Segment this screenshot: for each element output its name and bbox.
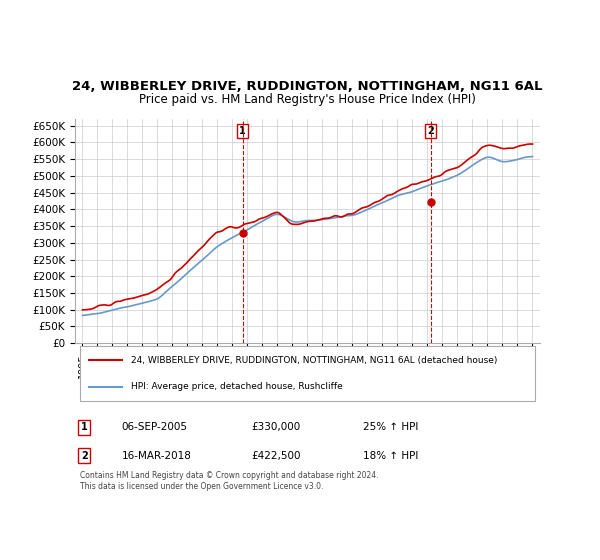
Text: £330,000: £330,000 xyxy=(252,422,301,432)
Text: £422,500: £422,500 xyxy=(252,451,301,461)
Text: 2: 2 xyxy=(81,451,88,461)
Text: Contains HM Land Registry data © Crown copyright and database right 2024.
This d: Contains HM Land Registry data © Crown c… xyxy=(80,472,378,491)
Text: Price paid vs. HM Land Registry's House Price Index (HPI): Price paid vs. HM Land Registry's House … xyxy=(139,93,476,106)
Text: 18% ↑ HPI: 18% ↑ HPI xyxy=(364,451,419,461)
Text: 2: 2 xyxy=(427,125,434,136)
FancyBboxPatch shape xyxy=(80,346,535,400)
Text: 06-SEP-2005: 06-SEP-2005 xyxy=(121,422,187,432)
Text: HPI: Average price, detached house, Rushcliffe: HPI: Average price, detached house, Rush… xyxy=(131,382,343,391)
Text: 24, WIBBERLEY DRIVE, RUDDINGTON, NOTTINGHAM, NG11 6AL: 24, WIBBERLEY DRIVE, RUDDINGTON, NOTTING… xyxy=(72,80,543,93)
Text: 16-MAR-2018: 16-MAR-2018 xyxy=(121,451,191,461)
Text: 24, WIBBERLEY DRIVE, RUDDINGTON, NOTTINGHAM, NG11 6AL (detached house): 24, WIBBERLEY DRIVE, RUDDINGTON, NOTTING… xyxy=(131,356,497,365)
Text: 1: 1 xyxy=(239,125,246,136)
Text: 25% ↑ HPI: 25% ↑ HPI xyxy=(364,422,419,432)
Text: 1: 1 xyxy=(81,422,88,432)
